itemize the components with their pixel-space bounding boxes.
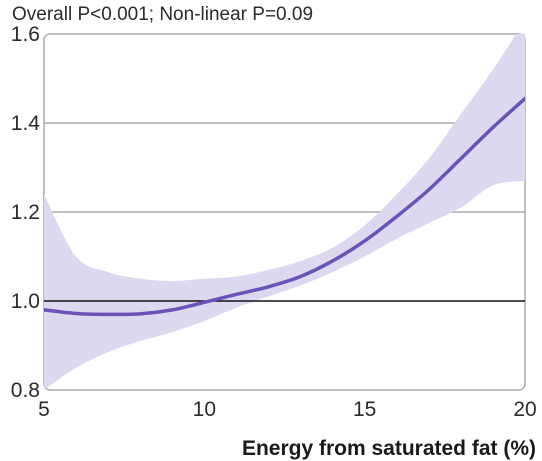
y-axis-ticks: 0.8 1.0 1.2 1.4 1.6	[11, 23, 41, 402]
x-axis-ticks: 5 10 15 20	[38, 398, 537, 421]
x-tick-label: 20	[513, 398, 536, 421]
y-tick-label: 1.0	[11, 290, 40, 313]
x-tick-label: 15	[353, 398, 376, 421]
y-tick-label: 1.4	[11, 112, 41, 135]
x-tick-label: 5	[38, 398, 50, 421]
y-tick-label: 1.6	[11, 23, 40, 46]
x-tick-label: 10	[193, 398, 216, 421]
x-axis-title: Energy from saturated fat (%)	[242, 437, 536, 460]
y-tick-label: 1.2	[11, 201, 40, 224]
confidence-band	[44, 34, 525, 390]
series-line	[44, 96, 525, 317]
series-line-layer	[44, 96, 525, 317]
chart-subtitle: Overall P<0.001; Non-linear P=0.09	[12, 4, 313, 25]
confidence-band-layer	[44, 34, 525, 390]
y-tick-label: 0.8	[11, 379, 40, 402]
